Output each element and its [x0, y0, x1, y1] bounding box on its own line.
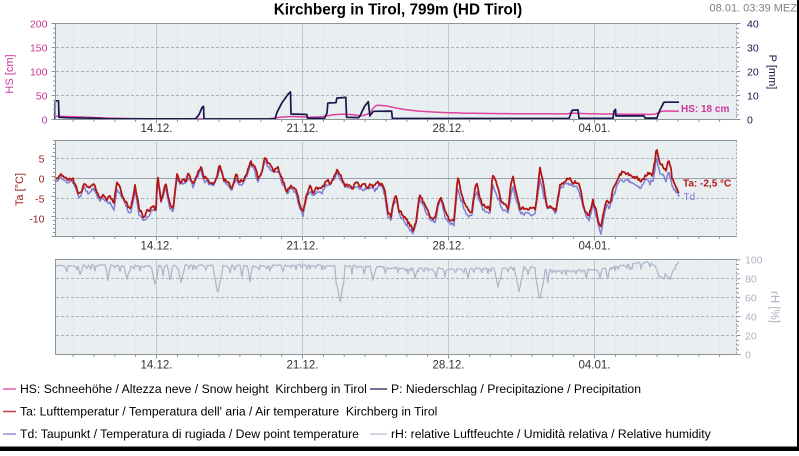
svg-text:50: 50 [36, 90, 48, 102]
svg-text:Ta: -2,5 °C: Ta: -2,5 °C [683, 179, 731, 190]
svg-text:14.12.: 14.12. [141, 123, 173, 135]
svg-text:04.01.: 04.01. [579, 123, 611, 135]
svg-text:rH: relative Luftfeuchte / Umi: rH: relative Luftfeuchte / Umidità relat… [391, 427, 712, 441]
svg-text:HS: Schneehöhe / Altezza neve: HS: Schneehöhe / Altezza neve / Snow hei… [20, 382, 367, 396]
svg-text:21.12.: 21.12. [287, 241, 319, 253]
svg-text:200: 200 [30, 18, 48, 30]
svg-text:Ta [°C]: Ta [°C] [14, 173, 26, 206]
svg-text:P [mm]: P [mm] [766, 55, 778, 90]
svg-text:28.12.: 28.12. [433, 241, 465, 253]
svg-text:60: 60 [745, 292, 757, 304]
svg-text:5: 5 [39, 153, 45, 165]
svg-text:14.12.: 14.12. [141, 360, 173, 372]
svg-text:HS: 18 cm: HS: 18 cm [681, 104, 729, 115]
svg-text:150: 150 [30, 42, 48, 54]
svg-text:21.12.: 21.12. [287, 123, 319, 135]
svg-text:Ta: Lufttemperatur / Temperatu: Ta: Lufttemperatur / Temperatura dell' a… [20, 405, 437, 419]
svg-text:-10: -10 [29, 213, 44, 225]
svg-text:80: 80 [745, 273, 757, 285]
svg-text:20: 20 [745, 330, 757, 342]
svg-text:28.12.: 28.12. [433, 123, 465, 135]
svg-text:-5: -5 [35, 193, 44, 205]
svg-text:14.12.: 14.12. [141, 241, 173, 253]
svg-text:0: 0 [747, 114, 753, 126]
svg-text:rH [%]: rH [%] [768, 291, 780, 323]
svg-text:30: 30 [747, 42, 759, 54]
svg-text:28.12.: 28.12. [433, 360, 465, 372]
svg-text:HS [cm]: HS [cm] [4, 54, 16, 93]
svg-text:Td: Taupunkt / Temperatura di: Td: Taupunkt / Temperatura di rugiada / … [20, 427, 359, 441]
svg-text:20: 20 [747, 66, 759, 78]
svg-text:04.01.: 04.01. [579, 360, 611, 372]
svg-text:100: 100 [30, 66, 48, 78]
svg-text:100: 100 [745, 254, 763, 266]
svg-text:40: 40 [745, 311, 757, 323]
svg-text:0: 0 [745, 349, 751, 361]
svg-text:Td: Td [684, 192, 696, 203]
svg-text:0: 0 [42, 114, 48, 126]
svg-text:P: Niederschlag / Precipitazio: P: Niederschlag / Precipitazione / Preci… [391, 382, 641, 396]
svg-text:04.01.: 04.01. [579, 241, 611, 253]
svg-text:08.01. 03:39 MEZ: 08.01. 03:39 MEZ [710, 3, 798, 15]
svg-text:0: 0 [39, 173, 45, 185]
svg-text:40: 40 [747, 18, 759, 30]
svg-text:21.12.: 21.12. [287, 360, 319, 372]
svg-text:Kirchberg in Tirol, 799m (HD T: Kirchberg in Tirol, 799m (HD Tirol) [274, 2, 522, 19]
svg-text:10: 10 [747, 90, 759, 102]
